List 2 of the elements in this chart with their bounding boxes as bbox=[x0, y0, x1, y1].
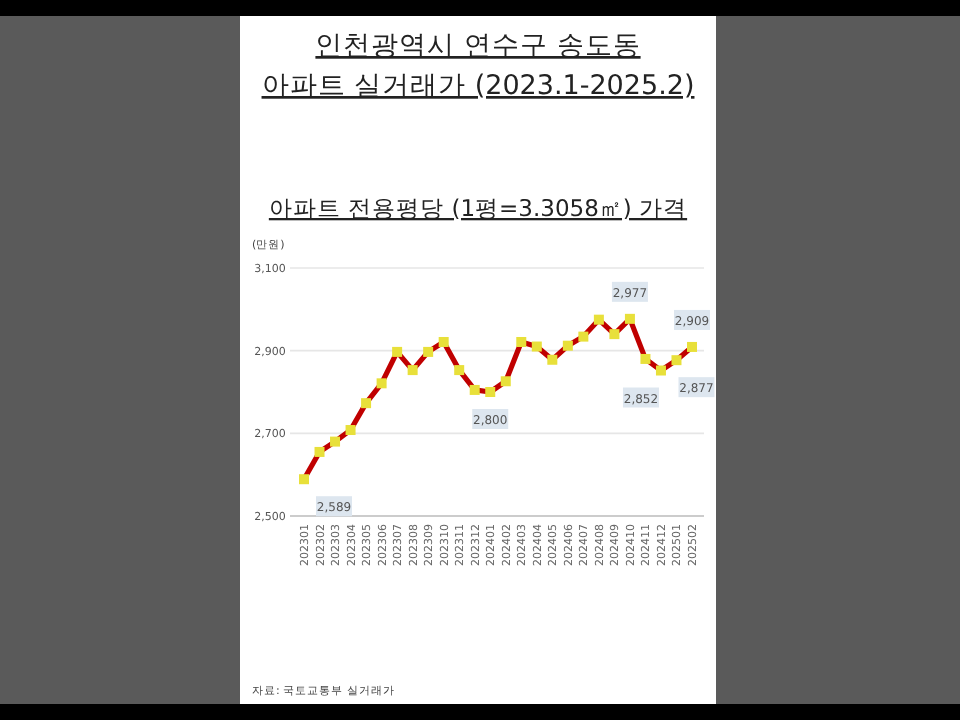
chart-title: 인천광역시 연수구 송도동 아파트 실거래가 (2023.1-2025.2) bbox=[261, 30, 695, 102]
chart-subtitle: 아파트 전용평당 (1평=3.3058㎡) 가격 bbox=[268, 194, 688, 222]
